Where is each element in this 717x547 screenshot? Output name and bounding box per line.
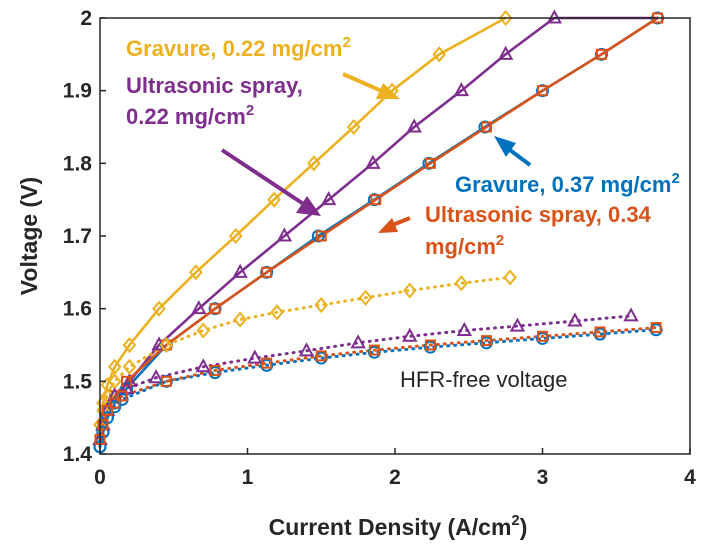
y-axis-label: Voltage (V) <box>16 177 42 295</box>
series-markers <box>92 9 665 454</box>
y-tick-label: 1.5 <box>63 370 93 393</box>
data-point-4 <box>270 304 284 321</box>
data-point-0 <box>122 336 137 354</box>
data-point-0 <box>152 300 166 317</box>
annotation-hfr-free: HFR-free voltage <box>400 367 568 392</box>
data-point-1 <box>406 118 422 133</box>
data-point-7 <box>424 339 436 351</box>
data-point-0 <box>432 46 447 63</box>
data-point-5 <box>567 312 583 327</box>
series-line-4 <box>98 275 512 427</box>
data-point-7 <box>101 404 113 416</box>
data-point-4 <box>233 311 247 328</box>
data-point-7 <box>537 330 548 342</box>
data-point-4 <box>503 269 517 286</box>
arrow-gravure-022 <box>342 72 385 94</box>
data-point-0 <box>346 118 361 136</box>
annotation-us-034-line1: Ultrasonic spray, 0.34 <box>425 202 652 227</box>
data-point-3 <box>537 85 548 97</box>
data-point-5 <box>247 349 263 364</box>
data-point-7 <box>160 375 172 387</box>
data-point-6 <box>96 425 110 439</box>
annotation-us-034-line2: mg/cm2 <box>425 232 504 259</box>
data-point-0 <box>228 227 243 245</box>
data-point-7 <box>480 335 492 347</box>
data-point-7 <box>368 344 380 356</box>
annotation-us-022-line2: 0.22 mg/cm2 <box>126 102 254 129</box>
y-tick-label: 1.7 <box>63 225 92 248</box>
data-point-4 <box>159 336 174 354</box>
data-point-1 <box>497 45 514 60</box>
x-tick-label: 4 <box>684 466 696 489</box>
data-point-7 <box>261 357 273 369</box>
data-point-0 <box>498 9 513 27</box>
data-point-3 <box>480 121 492 133</box>
data-point-4 <box>196 322 211 339</box>
y-tick-label: 1.9 <box>63 80 92 103</box>
data-point-0 <box>267 191 281 208</box>
y-tick-label: 1.8 <box>63 152 93 175</box>
data-point-3 <box>209 303 221 315</box>
x-tick-label: 2 <box>389 466 401 489</box>
x-tick-label: 1 <box>242 466 254 489</box>
data-point-5 <box>298 342 315 357</box>
data-point-1 <box>365 154 381 169</box>
data-point-1 <box>232 263 248 278</box>
data-point-7 <box>594 326 606 338</box>
data-point-1 <box>276 227 293 242</box>
data-point-3 <box>424 157 436 169</box>
data-point-5 <box>148 369 164 384</box>
data-point-3 <box>596 48 607 60</box>
x-tick-label: 0 <box>94 466 106 489</box>
data-point-5 <box>456 321 473 336</box>
annotation-gravure-022: Gravure, 0.22 mg/cm2 <box>126 34 351 61</box>
data-point-1 <box>191 300 207 315</box>
data-point-5 <box>350 334 366 349</box>
data-point-4 <box>358 289 373 306</box>
x-axis-label: Current Density (A/cm2) <box>269 512 528 540</box>
axis-ticks: 0 1 2 3 4 1.4 1.5 1.6 1.7 1.8 1.9 2 <box>63 7 696 489</box>
arrowhead-us-034 <box>378 218 398 233</box>
data-point-3 <box>121 375 133 387</box>
data-point-0 <box>307 155 321 172</box>
data-point-7 <box>116 390 128 402</box>
arrowhead-gravure-037 <box>494 136 516 157</box>
data-point-1 <box>453 82 470 97</box>
data-point-7 <box>109 397 121 409</box>
data-point-4 <box>402 282 417 299</box>
data-point-7 <box>97 419 109 431</box>
y-tick-label: 1.4 <box>63 443 93 466</box>
data-point-7 <box>209 364 221 376</box>
arrowhead-gravure-022 <box>376 83 400 99</box>
data-point-7 <box>650 322 662 334</box>
data-point-3 <box>315 230 327 242</box>
data-point-3 <box>370 194 382 206</box>
data-point-4 <box>122 358 137 375</box>
series-line-7 <box>98 326 658 441</box>
data-point-0 <box>189 264 203 281</box>
data-point-7 <box>315 350 327 362</box>
data-point-5 <box>195 358 211 373</box>
y-tick-label: 2 <box>80 7 92 30</box>
data-point-5 <box>402 327 418 342</box>
annotation-us-022-line1: Ultrasonic spray, <box>126 73 303 98</box>
data-point-3 <box>261 266 273 278</box>
arrowhead-us-022 <box>296 196 321 216</box>
y-tick-label: 1.6 <box>63 298 92 321</box>
annotation-gravure-037: Gravure, 0.37 mg/cm2 <box>455 170 680 197</box>
data-point-1 <box>546 9 562 24</box>
x-tick-label: 3 <box>537 466 549 489</box>
data-point-4 <box>454 275 469 292</box>
data-point-5 <box>509 317 526 332</box>
data-point-5 <box>623 307 639 322</box>
arrow-us-022 <box>220 148 307 207</box>
data-point-1 <box>320 191 337 206</box>
data-point-4 <box>314 296 329 314</box>
